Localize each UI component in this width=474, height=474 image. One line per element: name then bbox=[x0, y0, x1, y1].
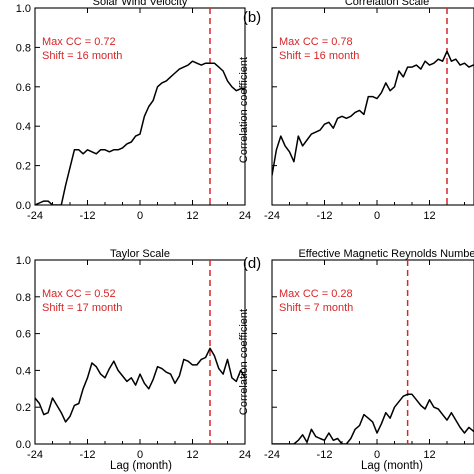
shift-annotation: Shift = 16 month bbox=[279, 50, 359, 62]
panel-3: Taylor Scale -24 -12 0 12 24 0.0 0.2 0.4 0.6 0.8 1.… bbox=[16, 248, 251, 461]
max-cc-annotation: Max CC = 0.78 bbox=[279, 36, 353, 48]
plot-frame bbox=[271, 259, 474, 445]
shift-annotation: Shift = 17 month bbox=[42, 302, 122, 314]
x-tick-label: -24 bbox=[27, 210, 43, 222]
y-tick-label: 0.2 bbox=[16, 402, 31, 414]
y-tick-label: 0.0 bbox=[16, 439, 31, 451]
panel-4: Effective Magnetic Reynolds Numbe (d) -24 -… bbox=[243, 248, 474, 461]
correlation-series-line bbox=[272, 393, 474, 444]
y-tick-label: 0.8 bbox=[16, 42, 31, 54]
x-tick-label: 12 bbox=[423, 449, 435, 461]
y-axis-label-right-top: Correlation coefficient bbox=[238, 57, 250, 163]
panel-title: Effective Magnetic Reynolds Numbe bbox=[298, 248, 474, 260]
y-tick-label: 0.2 bbox=[16, 161, 31, 173]
x-tick-label: -24 bbox=[264, 210, 280, 222]
y-tick-label: 0.6 bbox=[16, 329, 31, 341]
x-tick-label: 12 bbox=[186, 449, 198, 461]
y-tick-label: 0.4 bbox=[16, 365, 31, 377]
panel-2: Correlation Scale (b) -24 -12 0 12 Max CC = 0.… bbox=[243, 0, 474, 222]
max-cc-annotation: Max CC = 0.28 bbox=[279, 288, 353, 300]
x-tick-label: 12 bbox=[186, 210, 198, 222]
shift-annotation: Shift = 16 month bbox=[42, 50, 122, 62]
correlation-series-line bbox=[272, 50, 474, 176]
x-tick-label: 12 bbox=[423, 210, 435, 222]
y-tick-label: 1.0 bbox=[16, 255, 31, 267]
panel-letter: (b) bbox=[243, 9, 261, 26]
x-tick-label: 0 bbox=[137, 449, 143, 461]
x-axis-label-right: Lag (month) bbox=[361, 460, 423, 472]
x-tick-label: 24 bbox=[239, 449, 251, 461]
x-axis-label: Lag (month) bbox=[110, 460, 172, 472]
x-tick-label: 24 bbox=[239, 210, 251, 222]
x-tick-label: -12 bbox=[317, 449, 333, 461]
x-tick-label: -12 bbox=[317, 210, 333, 222]
panel-title: Taylor Scale bbox=[110, 248, 170, 260]
x-tick-label: -24 bbox=[27, 449, 43, 461]
plot-frame bbox=[271, 7, 474, 206]
panels-group: Solar Wind Velocity -24 -12 0 12 24 0.0 0.2 0.4 0… bbox=[16, 0, 474, 461]
y-axis-label-right-bottom: Correlation coefficient bbox=[238, 309, 250, 415]
panel-1: Solar Wind Velocity -24 -12 0 12 24 0.0 0.2 0.4 0… bbox=[16, 0, 251, 222]
y-tick-label: 0.0 bbox=[16, 200, 31, 212]
correlation-series-line bbox=[35, 347, 245, 423]
max-cc-annotation: Max CC = 0.52 bbox=[42, 288, 116, 300]
x-tick-label: 0 bbox=[374, 210, 380, 222]
x-tick-label: -24 bbox=[264, 449, 280, 461]
correlation-series-line bbox=[35, 60, 245, 205]
max-cc-annotation: Max CC = 0.72 bbox=[42, 36, 116, 48]
shift-annotation: Shift = 7 month bbox=[279, 302, 353, 314]
panel-letter: (d) bbox=[243, 255, 261, 272]
x-tick-label: -12 bbox=[80, 210, 96, 222]
x-tick-label: 0 bbox=[374, 449, 380, 461]
panel-title: Solar Wind Velocity bbox=[93, 0, 188, 8]
x-tick-label: 0 bbox=[137, 210, 143, 222]
y-tick-label: 0.4 bbox=[16, 121, 31, 133]
x-tick-label: -12 bbox=[80, 449, 96, 461]
y-tick-label: 0.8 bbox=[16, 292, 31, 304]
y-tick-label: 0.6 bbox=[16, 82, 31, 94]
panel-title: Correlation Scale bbox=[345, 0, 429, 8]
y-tick-label: 1.0 bbox=[16, 3, 31, 15]
